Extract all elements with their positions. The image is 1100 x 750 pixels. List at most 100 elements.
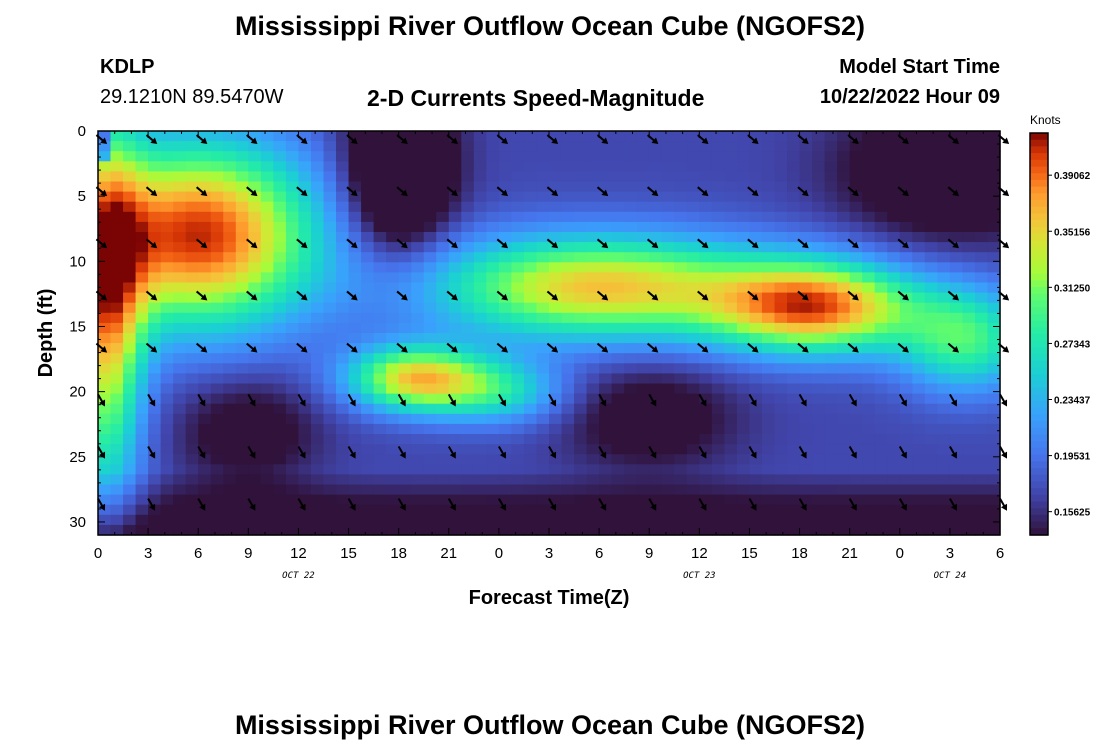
heatmap-cell xyxy=(736,302,751,314)
heatmap-cell xyxy=(160,363,174,374)
heatmap-cell xyxy=(160,292,174,304)
heatmap-cell xyxy=(448,151,462,162)
heatmap-cell xyxy=(536,524,550,536)
heatmap-cell xyxy=(924,423,938,435)
heatmap-cell xyxy=(699,353,713,364)
heatmap-cell xyxy=(636,131,650,142)
heatmap-cell xyxy=(536,434,550,445)
heatmap-cell xyxy=(210,292,224,304)
heatmap-cell xyxy=(812,161,826,172)
heatmap-cell xyxy=(787,131,801,142)
heatmap-cell xyxy=(549,201,563,213)
heatmap-cell xyxy=(674,454,688,465)
heatmap-cell xyxy=(310,494,325,506)
heatmap-cell xyxy=(361,191,375,203)
heatmap-cell xyxy=(799,171,813,183)
heatmap-cell xyxy=(924,464,938,475)
heatmap-cell xyxy=(436,343,450,354)
heatmap-cell xyxy=(899,312,913,324)
heatmap-cell xyxy=(837,312,851,324)
heatmap-cell xyxy=(887,413,901,425)
heatmap-cell xyxy=(336,373,350,385)
heatmap-cell xyxy=(148,252,162,263)
heatmap-cell xyxy=(98,302,112,314)
heatmap-cell xyxy=(536,292,550,304)
heatmap-cell xyxy=(624,504,638,516)
heatmap-cell xyxy=(148,302,162,314)
heatmap-cell xyxy=(824,504,838,516)
colorbar-segment xyxy=(1030,360,1048,369)
colorbar-segment xyxy=(1030,427,1048,436)
heatmap-cell xyxy=(461,514,475,526)
heatmap-cell xyxy=(198,333,212,344)
heatmap-cell xyxy=(523,242,538,253)
heatmap-cell xyxy=(686,454,700,465)
current-arrow xyxy=(949,393,957,407)
heatmap-cell xyxy=(736,191,751,203)
heatmap-cell xyxy=(386,171,400,183)
heatmap-cell xyxy=(761,464,776,475)
heatmap-cell xyxy=(874,514,888,526)
heatmap-cell xyxy=(924,504,938,516)
heatmap-cell xyxy=(862,333,876,344)
heatmap-cell xyxy=(135,353,149,364)
heatmap-cell xyxy=(310,454,325,465)
heatmap-cell xyxy=(937,232,951,243)
heatmap-cell xyxy=(323,444,337,455)
heatmap-cell xyxy=(323,484,337,496)
heatmap-cell xyxy=(273,181,287,193)
heatmap-cell xyxy=(511,484,525,496)
heatmap-cell xyxy=(824,232,838,243)
heatmap-cell xyxy=(273,191,287,203)
heatmap-cell xyxy=(173,201,187,213)
current-arrow xyxy=(195,290,208,301)
current-arrow xyxy=(947,238,960,249)
heatmap-cell xyxy=(711,322,725,334)
heatmap-cell xyxy=(649,131,663,142)
heatmap-cell xyxy=(461,232,475,243)
heatmap-cell xyxy=(361,343,375,354)
heatmap-cell xyxy=(461,141,475,152)
heatmap-cell xyxy=(511,444,525,455)
heatmap-cell xyxy=(160,474,174,486)
heatmap-cell xyxy=(248,201,262,213)
heatmap-cell xyxy=(536,151,550,162)
heatmap-cell xyxy=(749,403,763,415)
heatmap-cell xyxy=(862,464,876,475)
heatmap-cell xyxy=(862,151,876,162)
heatmap-cell xyxy=(812,171,826,183)
heatmap-cell xyxy=(874,191,888,203)
heatmap-cell xyxy=(636,272,650,284)
heatmap-cell xyxy=(373,151,387,162)
heatmap-cell xyxy=(298,312,312,324)
heatmap-cell xyxy=(135,322,149,334)
heatmap-cell xyxy=(924,322,938,334)
heatmap-cell xyxy=(248,464,262,475)
heatmap-cell xyxy=(849,141,863,152)
heatmap-cell xyxy=(386,191,400,203)
heatmap-cell xyxy=(423,333,437,344)
heatmap-cell xyxy=(862,272,876,284)
heatmap-cell xyxy=(198,131,212,142)
heatmap-cell xyxy=(423,312,437,324)
heatmap-cell xyxy=(849,444,863,455)
heatmap-cell xyxy=(699,282,713,294)
heatmap-cell xyxy=(523,524,538,536)
heatmap-cell xyxy=(812,322,826,334)
heatmap-cell xyxy=(549,413,563,425)
current-arrow xyxy=(847,342,859,353)
heatmap-cell xyxy=(260,464,274,475)
current-arrow xyxy=(396,186,408,197)
heatmap-cell xyxy=(185,343,199,354)
heatmap-cell xyxy=(912,454,926,465)
heatmap-cell xyxy=(98,272,112,284)
heatmap-cell xyxy=(223,343,237,354)
colorbar-segment xyxy=(1030,488,1048,496)
current-arrow xyxy=(596,238,609,249)
heatmap-cell xyxy=(436,494,450,506)
heatmap-cell xyxy=(661,343,675,354)
heatmap-cell xyxy=(812,494,826,506)
heatmap-cell xyxy=(310,221,325,233)
heatmap-cell xyxy=(135,151,149,162)
